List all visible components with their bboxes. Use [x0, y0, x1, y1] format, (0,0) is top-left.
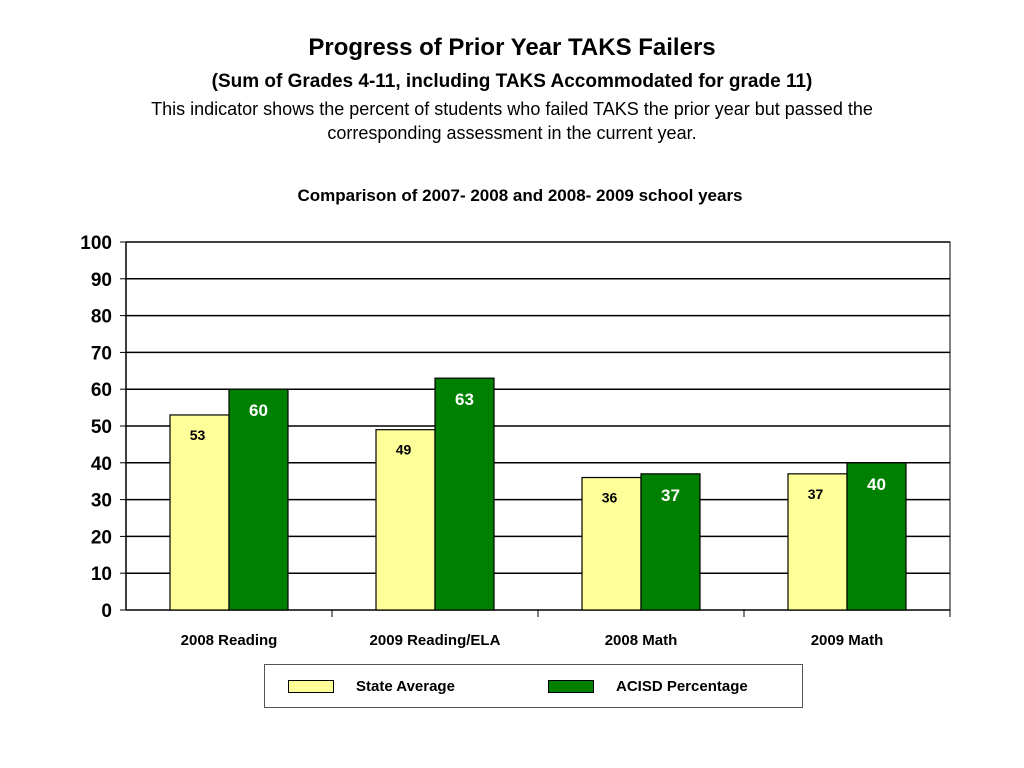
data-label: 36: [602, 490, 618, 506]
data-label: 40: [867, 475, 886, 494]
bar-acisd-percentage: [640, 473, 701, 611]
y-tick-label: 40: [91, 454, 112, 475]
page-title: Progress of Prior Year TAKS Failers: [308, 34, 716, 61]
x-category-label: 2008 Math: [605, 632, 678, 649]
bar-state-average: [787, 473, 848, 611]
data-label: 53: [190, 427, 206, 443]
data-label: 37: [661, 486, 680, 505]
y-tick-label: 10: [91, 564, 112, 585]
bar-state-average: [581, 476, 642, 611]
y-tick-label: 20: [91, 527, 112, 548]
y-tick-label: 80: [91, 307, 112, 328]
x-category-label: 2009 Reading/ELA: [370, 632, 501, 649]
data-label: 60: [249, 401, 268, 420]
y-tick-label: 100: [80, 233, 112, 254]
bar-acisd-percentage: [434, 377, 495, 611]
y-tick-label: 50: [91, 417, 112, 438]
legend-label-acisd-percentage: ACISD Percentage: [616, 677, 748, 695]
y-tick-label: 90: [91, 270, 112, 291]
bar-acisd-percentage: [228, 388, 289, 611]
legend-label-state-average: State Average: [356, 677, 455, 695]
chart-legend: State Average ACISD Percentage: [264, 664, 803, 708]
legend-swatch-state-average: [288, 679, 334, 693]
legend-swatch-acisd-percentage: [548, 679, 594, 693]
data-label: 49: [396, 442, 412, 458]
legend-item-state-average: State Average: [288, 665, 455, 707]
y-tick-label: 0: [101, 601, 112, 622]
page-subtitle: (Sum of Grades 4-11, including TAKS Acco…: [211, 71, 813, 92]
x-category-label: 2009 Math: [811, 632, 884, 649]
chart-title: Comparison of 2007- 2008 and 2008- 2009 …: [297, 186, 743, 205]
legend-item-acisd-percentage: ACISD Percentage: [548, 665, 748, 707]
y-tick-label: 60: [91, 380, 112, 401]
bar-acisd-percentage: [846, 462, 907, 611]
bar-state-average: [169, 414, 230, 611]
x-category-label: 2008 Reading: [181, 632, 278, 649]
bar-chart: 0 10 20 30 40 50 60 70 80 90 100 2008 Reading 53 60 20…: [80, 233, 951, 649]
data-label: 63: [455, 390, 474, 409]
y-tick-label: 30: [91, 491, 112, 512]
y-tick-label: 70: [91, 343, 112, 364]
indicator-description: This indicator shows the percent of stud…: [151, 99, 873, 143]
bar-state-average: [375, 429, 436, 611]
data-label: 37: [808, 486, 824, 502]
